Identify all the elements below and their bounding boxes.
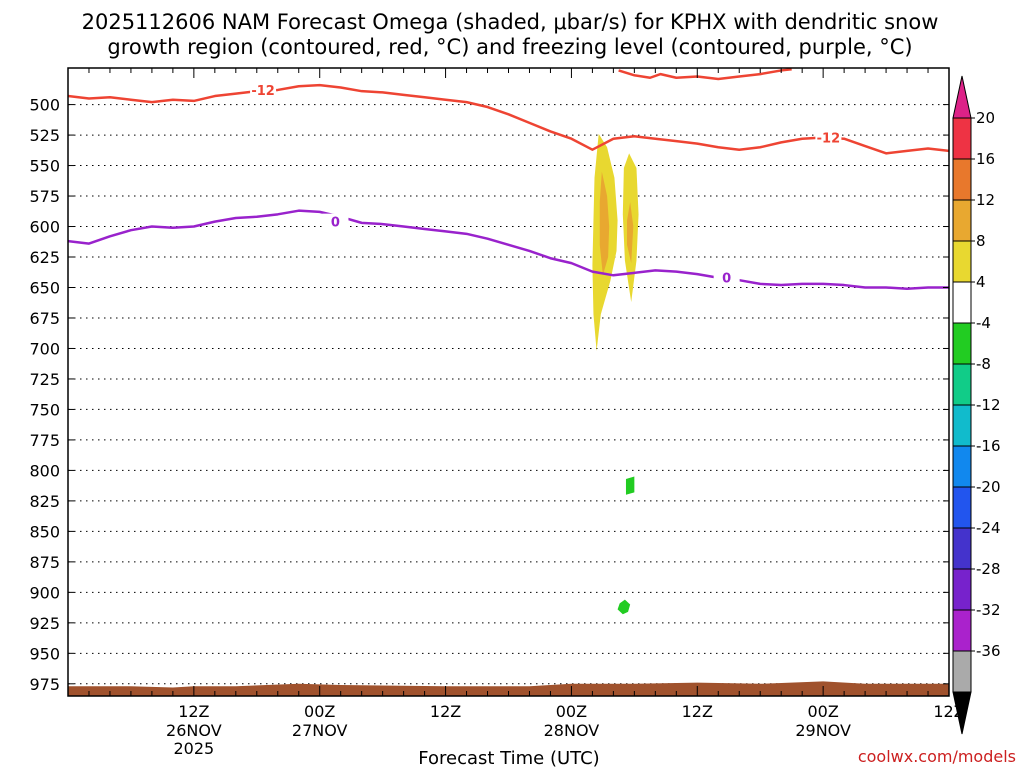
colorbar: 20 16 12 8 4 -4 -8 -12 -16 -20 -24 -28 -32 -36 — [952, 75, 1001, 735]
omega-region-5 — [617, 599, 631, 615]
colorbar-label-4: 4 — [976, 273, 986, 291]
colorbar-bottom-arrow — [952, 691, 972, 735]
colorbar-label-5: -4 — [976, 314, 991, 332]
y-tick-label-875: 875 — [29, 553, 60, 572]
colorbar-label-1: 16 — [976, 150, 995, 168]
x-axis-label: Forecast Time (UTC) — [418, 748, 599, 768]
contour-labels: -12 -12 0 0 — [250, 81, 842, 287]
colorbar-swatch-0 — [952, 117, 972, 160]
colorbar-swatch-8 — [952, 445, 972, 488]
omega-shading — [592, 133, 639, 615]
y-tick-label-550: 550 — [29, 157, 60, 176]
terrain-fill — [68, 681, 949, 696]
colorbar-swatch-12 — [952, 609, 972, 652]
contour-label-bg — [713, 269, 740, 285]
colorbar-label-12: -32 — [976, 601, 1001, 619]
colorbar-swatch-2 — [952, 199, 972, 242]
colorbar-label-0: 20 — [976, 109, 995, 127]
colorbar-swatch-10 — [952, 527, 972, 570]
y-tick-label-900: 900 — [29, 583, 60, 602]
chart-title-line1: 2025112606 NAM Forecast Omega (shaded, μ… — [82, 10, 939, 34]
colorbar-swatch-5 — [952, 322, 972, 365]
y-tick-label-950: 950 — [29, 644, 60, 663]
colorbar-label-6: -8 — [976, 355, 991, 373]
colorbar-swatch-1 — [952, 158, 972, 201]
colorbar-swatch-11 — [952, 568, 972, 611]
colorbar-label-9: -20 — [976, 478, 1001, 496]
chart-title-line2: growth region (contoured, red, °C) and f… — [107, 35, 912, 59]
y-tick-label-500: 500 — [29, 96, 60, 115]
y-tick-label-725: 725 — [29, 370, 60, 389]
x-tick-label-line2: 28NOV — [544, 721, 600, 740]
y-tick-label-675: 675 — [29, 309, 60, 328]
contour-label-1: -12 — [817, 132, 841, 147]
y-tick-label-525: 525 — [29, 126, 60, 145]
y-axis: 500 525 550 575 600 625 650 675 700 725 750 775 800 8… — [29, 96, 949, 694]
colorbar-swatch-3 — [952, 240, 972, 283]
colorbar-swatch-9 — [952, 486, 972, 529]
omega-region-2 — [599, 171, 610, 276]
colorbar-label-7: -12 — [976, 396, 1001, 414]
colorbar-label-2: 12 — [976, 191, 995, 209]
y-tick-label-575: 575 — [29, 187, 60, 206]
colorbar-swatch-7 — [952, 404, 972, 447]
y-tick-label-850: 850 — [29, 522, 60, 541]
x-tick-label-line1: 12Z — [682, 702, 713, 721]
x-tick-label-line2: 27NOV — [292, 721, 348, 740]
y-tick-label-650: 650 — [29, 278, 60, 297]
colorbar-swatch-6 — [952, 363, 972, 406]
plot-area — [68, 68, 949, 696]
terrain-layer — [68, 681, 949, 696]
x-tick-label-line1: 00Z — [556, 702, 587, 721]
credit-text: coolwx.com/models — [858, 747, 1016, 766]
x-tick-label-line2: 26NOV — [166, 721, 222, 740]
x-tick-label-line1: 00Z — [807, 702, 838, 721]
colorbar-label-13: -36 — [976, 642, 1001, 660]
colorbar-label-10: -24 — [976, 519, 1001, 537]
y-tick-label-775: 775 — [29, 431, 60, 450]
colorbar-swatch-13 — [952, 650, 972, 693]
colorbar-label-3: 8 — [976, 232, 986, 250]
y-tick-label-800: 800 — [29, 461, 60, 480]
x-tick-label-line1: 12Z — [178, 702, 209, 721]
x-tick-label-line2: 29NOV — [795, 721, 851, 740]
y-tick-label-625: 625 — [29, 248, 60, 267]
contour-label-bg — [322, 213, 349, 229]
contour-label-0: -12 — [251, 84, 275, 99]
omega-region-4 — [625, 476, 635, 495]
colorbar-swatch-4 — [952, 281, 972, 324]
contour-label-3: 0 — [722, 272, 731, 287]
contour-label-bg — [250, 81, 277, 97]
contour-line-2 — [68, 209, 949, 290]
contour-label-2: 0 — [331, 216, 340, 231]
contour-label-bg — [815, 129, 842, 145]
x-tick-label-line1: 00Z — [304, 702, 335, 721]
colorbar-top-arrow — [952, 75, 972, 119]
x-tick-label-line1: 12Z — [430, 702, 461, 721]
y-tick-label-825: 825 — [29, 492, 60, 511]
y-tick-label-925: 925 — [29, 614, 60, 633]
colorbar-label-8: -16 — [976, 437, 1001, 455]
x-tick-label-line3: 2025 — [173, 739, 214, 758]
y-tick-label-750: 750 — [29, 400, 60, 419]
colorbar-label-11: -28 — [976, 560, 1001, 578]
y-tick-label-600: 600 — [29, 218, 60, 237]
y-tick-label-975: 975 — [29, 675, 60, 694]
y-tick-label-700: 700 — [29, 339, 60, 358]
omega-region-3 — [627, 202, 634, 264]
